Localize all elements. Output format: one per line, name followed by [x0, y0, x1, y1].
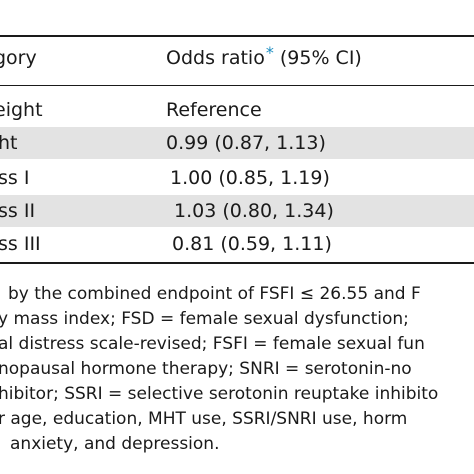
row-category: eight [0, 99, 43, 121]
row-odds-ratio: Reference [166, 99, 262, 121]
table-row: ss I 1.00 (0.85, 1.19) [0, 162, 474, 194]
footnote-line: by the combined endpoint of FSFI ≤ 26.55… [8, 284, 421, 304]
table-row: eight Reference [0, 94, 474, 126]
row-category: ss II [0, 200, 36, 222]
header-ci-label: (95% CI) [273, 47, 362, 69]
row-category: ss III [0, 233, 41, 255]
row-odds-ratio: 0.81 (0.59, 1.11) [172, 233, 332, 255]
header-category: gory [0, 47, 37, 69]
footnote-marker: * [265, 43, 274, 62]
table-row: ss II 1.03 (0.80, 1.34) [0, 195, 474, 227]
footnote-line: nopausal hormone therapy; SNRI = seroton… [0, 359, 412, 379]
footnote-line: anxiety, and depression. [10, 434, 220, 454]
table-top-rule [0, 35, 474, 37]
table-bottom-rule [0, 262, 474, 264]
footnote-line: hibitor; SSRI = selective serotonin reup… [0, 384, 439, 404]
table-header-rule [0, 85, 474, 86]
table-row: ht 0.99 (0.87, 1.13) [0, 127, 474, 159]
header-odds-ratio-label: Odds ratio [166, 47, 265, 69]
footnote-line: y mass index; FSD = female sexual dysfun… [0, 309, 409, 329]
row-odds-ratio: 0.99 (0.87, 1.13) [166, 132, 326, 154]
footnote-line: r age, education, MHT use, SSRI/SNRI use… [0, 409, 408, 429]
row-odds-ratio: 1.00 (0.85, 1.19) [170, 167, 330, 189]
row-category: ss I [0, 167, 30, 189]
row-category: ht [0, 132, 18, 154]
header-odds-ratio: Odds ratio* (95% CI) [166, 43, 362, 71]
table-row: ss III 0.81 (0.59, 1.11) [0, 228, 474, 260]
row-odds-ratio: 1.03 (0.80, 1.34) [174, 200, 334, 222]
footnote-line: al distress scale-revised; FSFI = female… [0, 334, 425, 354]
